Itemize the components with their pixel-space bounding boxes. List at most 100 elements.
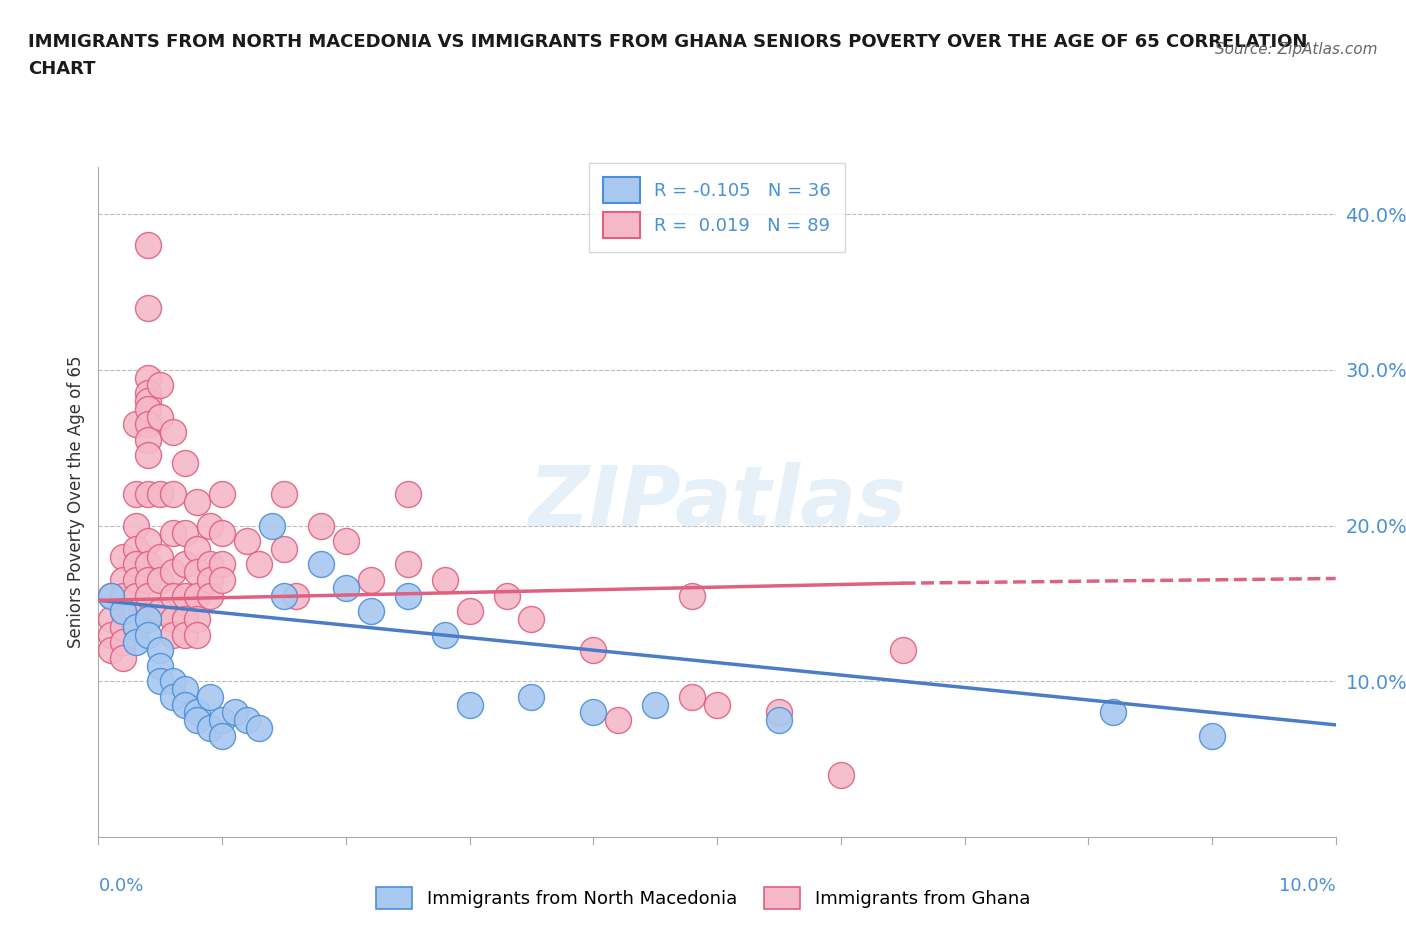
Point [112, 588, 135, 603]
Point [136, 393, 159, 408]
Point [149, 378, 172, 392]
Point [136, 300, 159, 315]
Point [211, 525, 233, 540]
Point [149, 604, 172, 618]
Point [100, 643, 122, 658]
Point [136, 238, 159, 253]
Point [1102, 705, 1125, 720]
Point [174, 627, 197, 642]
Point [247, 557, 270, 572]
Point [186, 588, 208, 603]
Point [520, 689, 543, 704]
Point [174, 588, 197, 603]
Point [124, 604, 146, 618]
Point [211, 728, 233, 743]
Point [174, 682, 197, 697]
Point [100, 627, 122, 642]
Point [285, 588, 308, 603]
Text: ZIPatlas: ZIPatlas [529, 461, 905, 543]
Point [236, 712, 259, 727]
Legend: R = -0.105   N = 36, R =  0.019   N = 89: R = -0.105 N = 36, R = 0.019 N = 89 [589, 163, 845, 252]
Point [136, 588, 159, 603]
Point [681, 588, 703, 603]
Point [433, 627, 456, 642]
Point [211, 573, 233, 588]
Point [124, 518, 146, 533]
Point [149, 409, 172, 424]
Point [124, 619, 146, 634]
Point [198, 557, 221, 572]
Point [124, 588, 146, 603]
Point [162, 588, 184, 603]
Point [136, 402, 159, 417]
Point [100, 612, 122, 627]
Point [149, 487, 172, 502]
Point [260, 518, 283, 533]
Point [186, 627, 208, 642]
Point [236, 534, 259, 549]
Point [186, 712, 208, 727]
Point [112, 619, 135, 634]
Point [174, 612, 197, 627]
Point [112, 635, 135, 650]
Point [186, 612, 208, 627]
Point [198, 518, 221, 533]
Point [768, 705, 790, 720]
Point [211, 487, 233, 502]
Point [149, 550, 172, 565]
Point [396, 487, 419, 502]
Text: CHART: CHART [28, 60, 96, 78]
Point [100, 588, 122, 603]
Point [124, 619, 146, 634]
Point [124, 487, 146, 502]
Point [273, 541, 295, 556]
Point [495, 588, 517, 603]
Point [124, 635, 146, 650]
Point [162, 425, 184, 440]
Point [198, 689, 221, 704]
Legend: Immigrants from North Macedonia, Immigrants from Ghana: Immigrants from North Macedonia, Immigra… [368, 880, 1038, 916]
Point [681, 689, 703, 704]
Point [458, 604, 481, 618]
Point [174, 698, 197, 712]
Point [124, 541, 146, 556]
Point [309, 518, 332, 533]
Point [433, 573, 456, 588]
Point [112, 604, 135, 618]
Point [149, 674, 172, 689]
Point [198, 721, 221, 736]
Y-axis label: Seniors Poverty Over the Age of 65: Seniors Poverty Over the Age of 65 [66, 356, 84, 648]
Point [360, 573, 382, 588]
Point [162, 627, 184, 642]
Point [112, 573, 135, 588]
Point [149, 573, 172, 588]
Point [162, 525, 184, 540]
Point [112, 650, 135, 665]
Point [186, 495, 208, 510]
Point [582, 705, 605, 720]
Point [136, 612, 159, 627]
Point [891, 643, 914, 658]
Point [124, 417, 146, 432]
Text: 0.0%: 0.0% [98, 877, 143, 896]
Point [186, 705, 208, 720]
Point [149, 658, 172, 673]
Point [174, 525, 197, 540]
Point [174, 456, 197, 471]
Point [830, 767, 852, 782]
Point [136, 627, 159, 642]
Point [360, 604, 382, 618]
Point [273, 588, 295, 603]
Point [112, 604, 135, 618]
Point [211, 557, 233, 572]
Point [136, 557, 159, 572]
Point [149, 643, 172, 658]
Point [136, 386, 159, 401]
Point [124, 557, 146, 572]
Point [247, 721, 270, 736]
Point [186, 541, 208, 556]
Point [100, 588, 122, 603]
Point [124, 573, 146, 588]
Point [162, 689, 184, 704]
Point [136, 573, 159, 588]
